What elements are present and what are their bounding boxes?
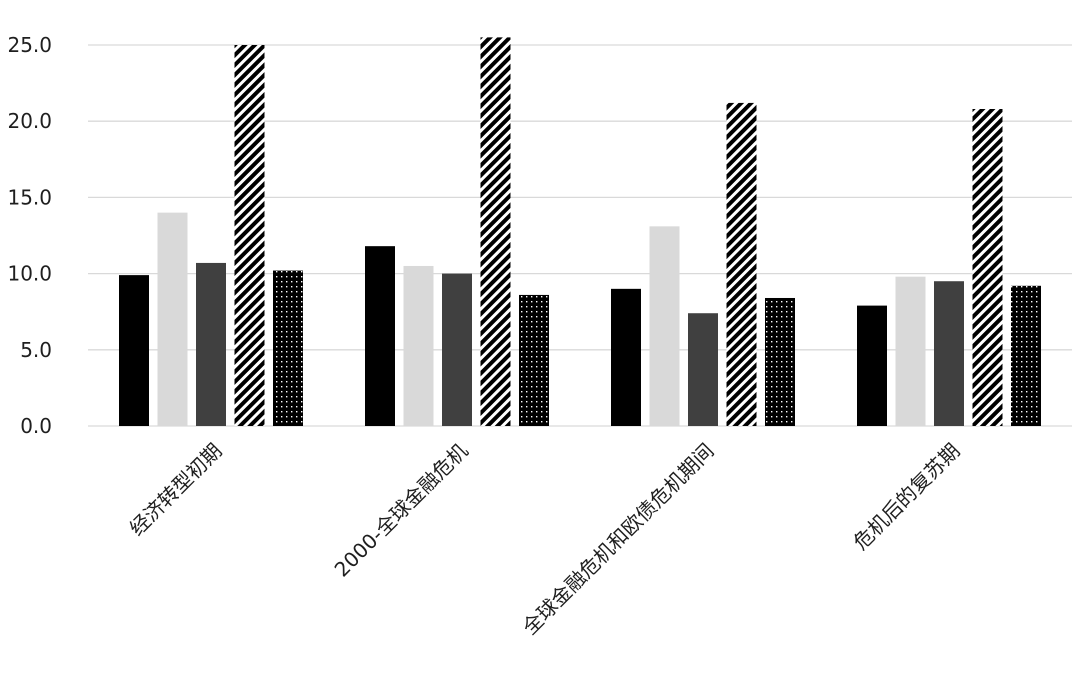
bar-series-2-cat-4 — [895, 276, 926, 426]
bars — [119, 37, 1041, 427]
bar-series-4-cat-1 — [234, 45, 265, 426]
bar-series-2-cat-2 — [403, 265, 434, 426]
bar-series-1-cat-4 — [857, 305, 887, 426]
bar-series-5-cat-2 — [519, 294, 549, 426]
y-tick-label: 10.0 — [7, 262, 52, 286]
bar-series-5-cat-1 — [273, 270, 303, 426]
y-tick-label: 0.0 — [20, 414, 52, 438]
bar-series-4-cat-2 — [480, 37, 511, 426]
x-category-label: 经济转型初期 — [125, 439, 227, 541]
bar-series-1-cat-3 — [611, 288, 641, 426]
y-tick-label: 5.0 — [20, 338, 52, 362]
bar-series-5-cat-3 — [765, 297, 795, 426]
bar-series-3-cat-1 — [196, 262, 226, 426]
y-tick-label: 15.0 — [7, 185, 52, 209]
x-category-label: 2000-全球金融危机 — [330, 439, 473, 582]
x-category-label: 全球金融危机和欧债危机期间 — [518, 439, 719, 640]
bar-series-2-cat-3 — [649, 226, 680, 426]
bar-series-3-cat-3 — [688, 313, 718, 426]
bar-series-5-cat-4 — [1011, 285, 1041, 426]
bar-series-3-cat-4 — [934, 281, 964, 426]
y-tick-label: 20.0 — [7, 109, 52, 133]
bar-series-1-cat-2 — [365, 246, 395, 426]
bar-series-1-cat-1 — [119, 275, 149, 426]
x-axis-category-labels: 经济转型初期 2000-全球金融危机 全球金融危机和欧债危机期间 危机后的复苏期 — [125, 439, 965, 640]
bar-series-4-cat-3 — [726, 102, 757, 427]
bar-series-4-cat-4 — [972, 109, 1003, 427]
x-category-label: 危机后的复苏期 — [849, 439, 965, 555]
bar-series-2-cat-1 — [157, 212, 188, 426]
y-tick-label: 25.0 — [7, 33, 52, 57]
y-axis-tick-labels: 0.0 5.0 10.0 15.0 20.0 25.0 — [7, 33, 52, 438]
bar-series-3-cat-2 — [442, 273, 472, 426]
